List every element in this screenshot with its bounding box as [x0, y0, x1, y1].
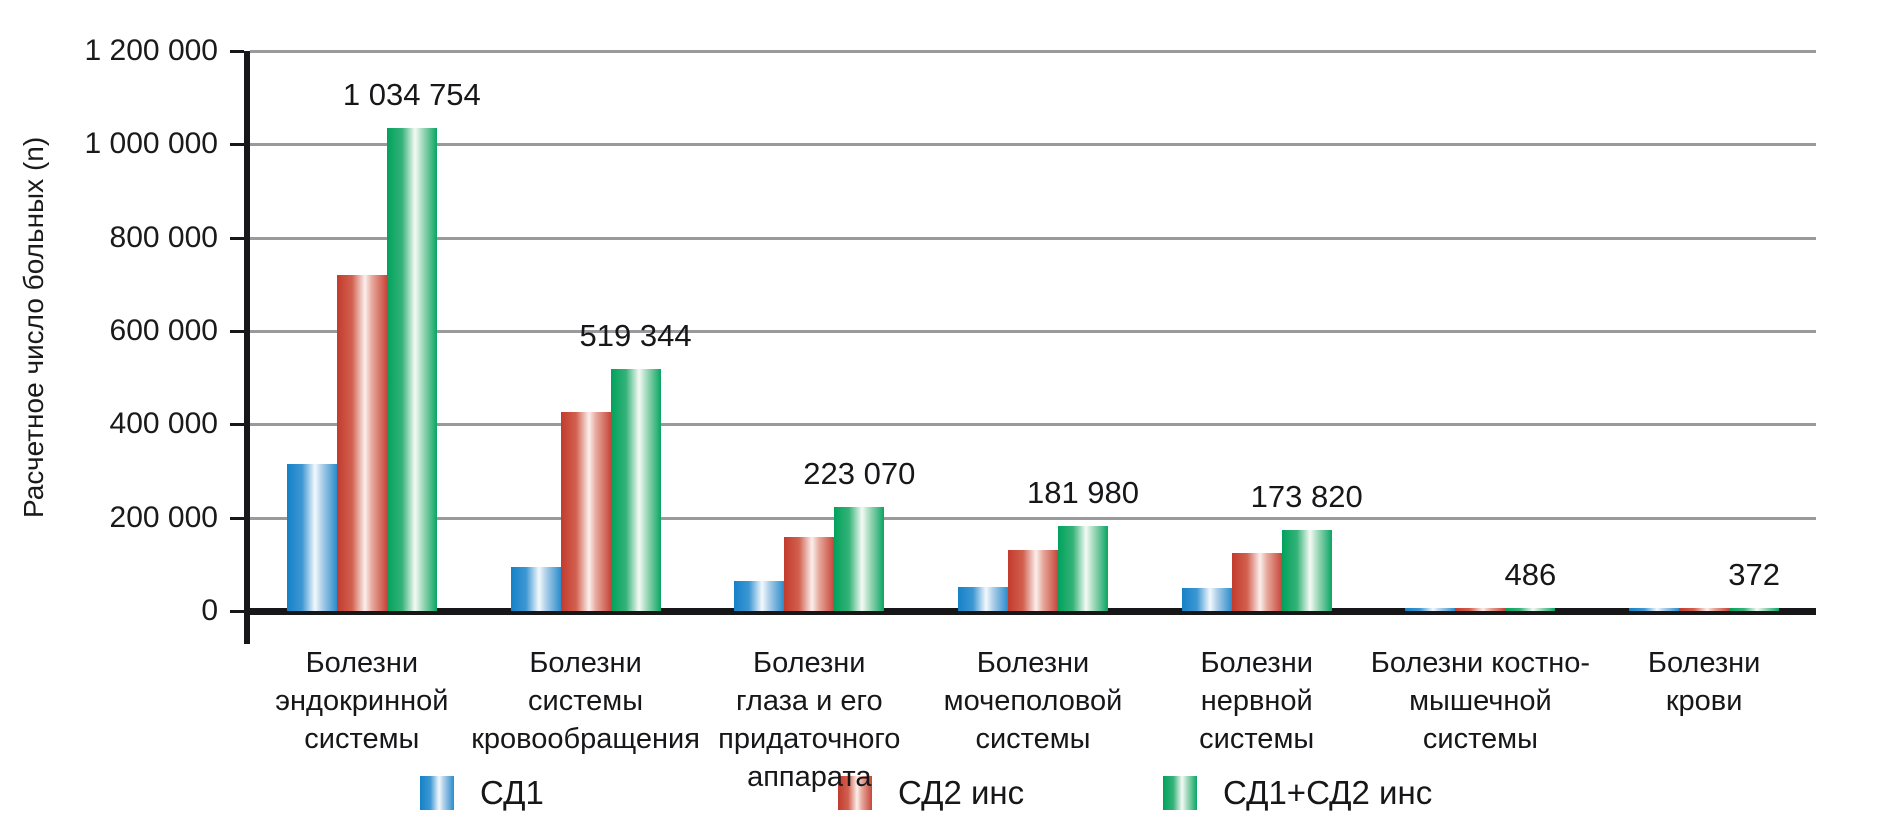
legend-item: СД1+СД2 инс	[1163, 774, 1432, 812]
bar-group	[1592, 51, 1816, 611]
bar-СД1+СД2 инс	[1057, 526, 1108, 611]
bar-СД2 инс	[1679, 608, 1730, 611]
bar-СД2 инс	[560, 412, 611, 611]
y-axis-tick-label: 800 000	[109, 220, 218, 254]
bar-СД1+СД2 инс	[834, 507, 885, 611]
category-label: Болезни костно- мышечной системы	[1370, 647, 1591, 755]
gridline	[250, 236, 1816, 240]
bar-group	[1145, 51, 1369, 611]
bar-СД1+СД2 инс	[1729, 608, 1780, 611]
bar-СД1	[734, 581, 785, 611]
bar-СД2 инс	[1455, 608, 1506, 611]
bar-group	[250, 51, 474, 611]
bar-СД1	[286, 464, 337, 611]
bar-СД2 инс	[784, 537, 835, 611]
bar-cluster	[286, 128, 437, 611]
value-label: 486	[1504, 557, 1557, 592]
bar-group	[921, 51, 1145, 611]
bar-cluster	[734, 507, 885, 611]
bar-group	[697, 51, 921, 611]
bar-СД2 инс	[336, 275, 387, 611]
bar-СД2 инс	[1231, 553, 1282, 611]
plot-area: 1 034 754 519 344 223 070 181 980 173 820 486…	[230, 50, 1816, 644]
bar-cluster	[957, 526, 1108, 611]
y-axis-tick	[230, 516, 244, 520]
gridline	[250, 143, 1816, 147]
bar-СД1+СД2 инс	[386, 128, 437, 611]
bar-СД1+СД2 инс	[610, 369, 661, 611]
category-label: Болезни мочеполовой системы	[943, 647, 1123, 755]
value-label: 519 344	[579, 318, 692, 353]
bar-СД1	[510, 567, 561, 611]
value-label: 372	[1728, 557, 1780, 592]
y-axis-tick-label: 1 200 000	[84, 34, 218, 67]
red-gradient-swatch	[838, 776, 872, 810]
x-axis-line	[244, 608, 1816, 615]
y-axis-tick	[230, 236, 244, 240]
bar-cluster	[1181, 530, 1332, 611]
y-axis-tick	[230, 143, 244, 147]
bar-group	[1369, 51, 1593, 611]
bar-cluster	[1405, 608, 1556, 611]
green-gradient-swatch	[1163, 776, 1197, 810]
bar-СД1	[1629, 608, 1680, 611]
bar-СД2 инс	[1007, 550, 1058, 611]
bar-СД1	[1405, 608, 1456, 611]
legend-item: СД2 инс	[838, 774, 1024, 812]
gridline	[250, 516, 1816, 520]
y-axis-tick-label: 1 000 000	[84, 127, 218, 161]
value-label: 223 070	[803, 456, 916, 491]
bar-СД1	[957, 587, 1008, 611]
y-axis-tick	[230, 330, 244, 333]
legend: СД1 СД2 инс СД1+СД2 инс	[0, 774, 1891, 814]
y-axis-tick-label: 400 000	[109, 407, 218, 441]
legend-label: СД1+СД2 инс	[1223, 774, 1433, 811]
value-label: 173 820	[1250, 479, 1363, 514]
blue-gradient-swatch	[420, 776, 454, 810]
gridline	[250, 330, 1816, 333]
value-label: 181 980	[1026, 475, 1140, 510]
y-axis-tick-label: 200 000	[109, 500, 218, 534]
bar-cluster	[1629, 608, 1780, 611]
gridline	[250, 423, 1816, 427]
bar-СД1+СД2 инс	[1505, 608, 1556, 611]
legend-label: СД2 инс	[898, 774, 1025, 811]
y-axis-line	[244, 51, 250, 644]
gridline	[250, 50, 1816, 53]
legend-label: СД1	[480, 774, 544, 811]
y-axis-tick	[230, 610, 244, 613]
bar-СД1	[1181, 588, 1232, 611]
bar-group	[474, 51, 698, 611]
bar-cluster	[510, 369, 661, 611]
value-label: 1 034 754	[342, 77, 481, 112]
category-label: Болезни системы кровообращения	[471, 647, 700, 755]
category-label: Болезни эндокринной системы	[275, 647, 449, 755]
category-label: Болезни крови	[1647, 647, 1761, 717]
bar-СД1+СД2 инс	[1281, 530, 1332, 611]
y-axis-tick-label: 600 000	[109, 314, 218, 347]
y-axis-tick	[230, 50, 244, 53]
y-axis-tick-label: 0	[201, 594, 218, 627]
category-label: Болезни нервной системы	[1199, 647, 1315, 755]
y-axis-tick	[230, 423, 244, 427]
category-label: Болезни глаза и его придаточного аппарат…	[718, 647, 901, 793]
legend-item: СД1	[420, 774, 544, 812]
y-axis-tick-labels: 1 200 000 1 000 000 800 000 600 000 400 000 2…	[0, 36, 232, 626]
